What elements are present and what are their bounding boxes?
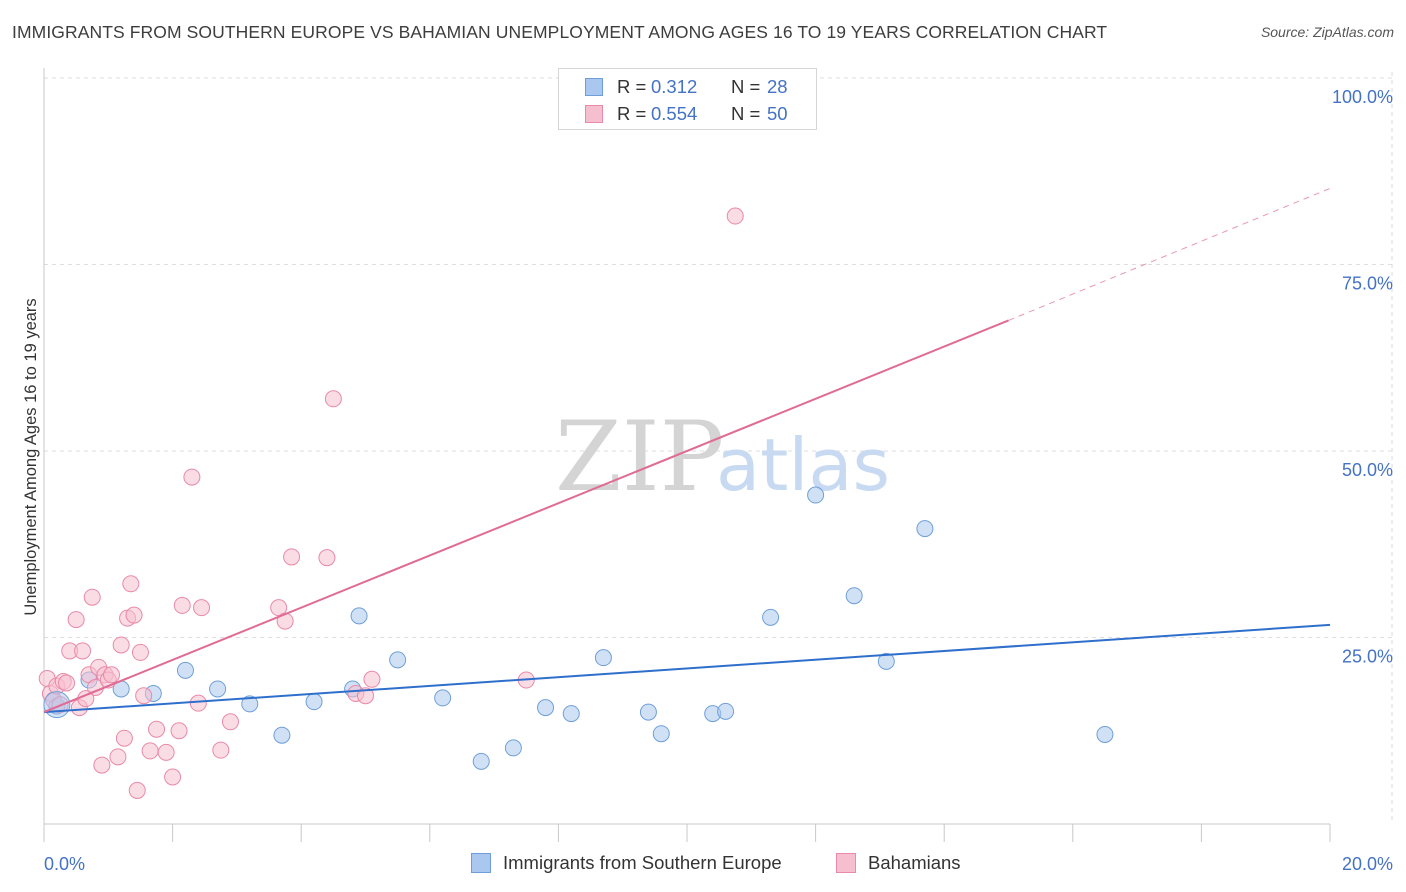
tick-labels: 25.0% 50.0% 75.0% 100.0% 0.0% 20.0% [44, 87, 1393, 874]
watermark-zip: ZIP [555, 401, 724, 513]
watermark-atlas: atlas [716, 423, 890, 507]
bottom-legend-swatch-pink [836, 853, 856, 873]
data-point-immigrants [916, 520, 934, 538]
data-point-immigrants [807, 486, 825, 504]
legend-r-value: 0.554 [651, 103, 698, 124]
trendline-immigrants [43, 623, 1331, 714]
data-point-bahamians [157, 743, 175, 761]
bottom-legend-swatch-blue [471, 853, 491, 873]
legend-r-label: R = [617, 103, 647, 124]
data-point-bahamians [109, 748, 127, 766]
legend-n-label: N = [731, 76, 761, 97]
correlation-legend: R = 0.312 N = 28 R = 0.554 N = 50 [558, 68, 817, 130]
data-point-bahamians [93, 756, 111, 774]
data-point-bahamians [115, 729, 133, 747]
data-point-bahamians [170, 722, 188, 740]
data-point-immigrants [504, 739, 522, 757]
data-point-cluster [43, 691, 71, 719]
data-point-bahamians [112, 636, 130, 654]
data-point-immigrants [176, 661, 194, 679]
data-point-immigrants [762, 608, 780, 626]
data-point-immigrants [350, 607, 368, 625]
data-point-bahamians [221, 713, 239, 731]
data-point-immigrants [389, 651, 407, 669]
data-point-bahamians [103, 666, 121, 684]
data-point-bahamians [83, 588, 101, 606]
data-point-immigrants [652, 725, 670, 743]
trendlines [43, 187, 1331, 714]
data-point-bahamians [125, 606, 143, 624]
x-tick-label: 20.0% [1342, 854, 1393, 874]
data-point-bahamians [318, 549, 336, 567]
data-point-bahamians [726, 207, 744, 225]
data-point-immigrants [305, 693, 323, 711]
data-point-bahamians [122, 575, 140, 593]
data-point-bahamians [324, 390, 342, 408]
data-point-bahamians [74, 642, 92, 660]
data-point-immigrants [1096, 725, 1114, 743]
data-point-bahamians [276, 612, 294, 630]
data-point-immigrants [434, 689, 452, 707]
data-point-bahamians [193, 599, 211, 617]
y-axis-label: Unemployment Among Ages 16 to 19 years [22, 298, 40, 615]
data-point-immigrants [845, 587, 863, 605]
data-point-bahamians [164, 768, 182, 786]
trendline-bahamians [43, 319, 1009, 714]
data-point-immigrants [717, 702, 735, 720]
data-point-immigrants [594, 649, 612, 667]
data-point-bahamians [212, 741, 230, 759]
data-point-bahamians [183, 468, 201, 486]
legend-r-label: R = [617, 76, 647, 97]
y-tick-label: 25.0% [1342, 647, 1393, 667]
data-point-bahamians [58, 674, 76, 692]
data-point-bahamians [189, 694, 207, 712]
legend-swatch-pink [585, 105, 603, 123]
data-point-bahamians [128, 781, 146, 799]
chart-title: IMMIGRANTS FROM SOUTHERN EUROPE VS BAHAM… [12, 22, 1108, 42]
data-point-immigrants [877, 652, 895, 670]
data-point-bahamians [135, 687, 153, 705]
data-point-bahamians [67, 611, 85, 629]
bottom-legend-label: Bahamians [868, 852, 961, 873]
legend-r-value: 0.312 [651, 76, 698, 97]
gridlines [44, 72, 1393, 824]
data-point-bahamians [173, 596, 191, 614]
data-point-immigrants [537, 699, 555, 717]
legend-n-value: 28 [767, 76, 788, 97]
data-point-immigrants [241, 695, 259, 713]
trendline-bahamians-extension [1008, 187, 1331, 321]
y-tick-label: 50.0% [1342, 460, 1393, 480]
legend-n-value: 50 [767, 103, 788, 124]
y-tick-label: 75.0% [1342, 274, 1393, 294]
data-point-bahamians [148, 720, 166, 738]
data-point-bahamians [357, 687, 374, 705]
data-point-immigrants [273, 726, 291, 744]
data-point-bahamians [363, 670, 381, 688]
legend-swatch-blue [585, 78, 603, 96]
data-point-immigrants [562, 705, 580, 723]
y-tick-label: 100.0% [1332, 87, 1393, 107]
legend-n-label: N = [731, 103, 761, 124]
source-label: Source: ZipAtlas.com [1260, 24, 1394, 40]
x-tick-label: 0.0% [44, 854, 85, 874]
data-points [38, 207, 1114, 799]
data-point-bahamians [141, 742, 159, 760]
data-point-immigrants [472, 752, 490, 770]
data-point-immigrants [639, 703, 657, 721]
watermark: ZIP atlas [555, 401, 890, 513]
data-point-bahamians [283, 548, 301, 566]
data-point-bahamians [131, 643, 149, 661]
data-point-immigrants [209, 680, 227, 698]
bottom-legend-label: Immigrants from Southern Europe [503, 852, 782, 873]
